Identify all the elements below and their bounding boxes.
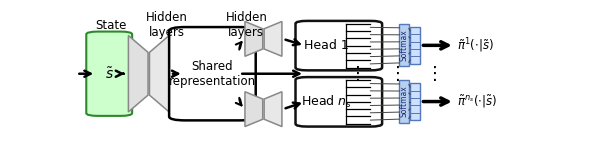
Text: Head $n_s$: Head $n_s$ [301, 94, 352, 110]
Text: Hidden
layers: Hidden layers [225, 11, 268, 39]
Text: Hidden
layers: Hidden layers [146, 11, 188, 39]
Bar [410, 83, 420, 120]
Text: Shared
representation: Shared representation [169, 60, 256, 88]
Bar [399, 24, 409, 66]
Polygon shape [245, 21, 263, 56]
Polygon shape [264, 21, 282, 56]
FancyBboxPatch shape [295, 77, 382, 127]
Text: $\tilde{s}$: $\tilde{s}$ [104, 66, 114, 82]
Text: $\vdots$: $\vdots$ [348, 64, 360, 83]
FancyBboxPatch shape [86, 32, 132, 116]
Bar [399, 80, 409, 123]
Polygon shape [149, 35, 169, 112]
Text: $\tilde{\pi}^{n_s}(\cdot|\tilde{s})$: $\tilde{\pi}^{n_s}(\cdot|\tilde{s})$ [457, 93, 497, 110]
Text: Softmax: Softmax [400, 86, 409, 117]
Bar [410, 27, 420, 64]
Text: State: State [95, 19, 126, 32]
Text: $\vdots$: $\vdots$ [425, 64, 437, 83]
FancyBboxPatch shape [295, 21, 382, 70]
Polygon shape [264, 92, 282, 127]
Polygon shape [245, 92, 263, 127]
Text: Head 1: Head 1 [304, 39, 349, 52]
FancyBboxPatch shape [169, 27, 255, 120]
Text: $\vdots$: $\vdots$ [388, 64, 400, 83]
Text: Softmax: Softmax [400, 29, 409, 61]
Text: $\tilde{\pi}^{1}(\cdot|\tilde{s})$: $\tilde{\pi}^{1}(\cdot|\tilde{s})$ [457, 36, 494, 55]
Polygon shape [129, 35, 148, 112]
